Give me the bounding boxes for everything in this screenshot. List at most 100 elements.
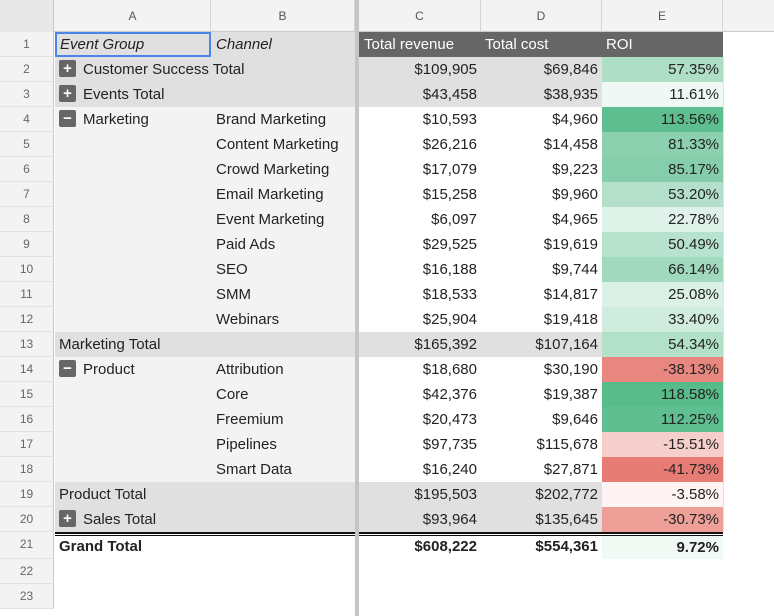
cost-cell[interactable]: $38,935 bbox=[543, 86, 598, 103]
row-number[interactable]: 9 bbox=[0, 232, 54, 257]
channel-cell[interactable]: Content Marketing bbox=[216, 136, 339, 153]
cost-cell[interactable]: $135,645 bbox=[535, 511, 598, 528]
revenue-cell[interactable]: $109,905 bbox=[414, 61, 477, 78]
roi-cell[interactable]: 25.08% bbox=[602, 282, 723, 307]
revenue-cell[interactable]: $26,216 bbox=[422, 136, 477, 153]
event-group-cell[interactable]: Marketing Total bbox=[55, 332, 211, 357]
event-group-cell[interactable] bbox=[55, 407, 211, 432]
event-group-cell[interactable] bbox=[55, 157, 211, 182]
row-number[interactable]: 15 bbox=[0, 382, 54, 407]
row-number[interactable]: 13 bbox=[0, 332, 54, 357]
row-number[interactable]: 4 bbox=[0, 107, 54, 132]
cost-cell[interactable]: $9,646 bbox=[552, 411, 598, 428]
channel-cell[interactable] bbox=[211, 507, 357, 532]
roi-cell[interactable]: 118.58% bbox=[602, 382, 723, 407]
roi-cell[interactable]: 57.35% bbox=[602, 57, 723, 82]
column-header-d[interactable]: D bbox=[481, 0, 602, 32]
roi-cell[interactable]: -3.58% bbox=[602, 482, 723, 507]
cost-cell[interactable]: $30,190 bbox=[543, 361, 598, 378]
revenue-cell[interactable]: $93,964 bbox=[422, 511, 477, 528]
channel-cell[interactable] bbox=[211, 82, 357, 107]
revenue-cell[interactable]: $6,097 bbox=[431, 211, 477, 228]
cost-cell[interactable]: $4,965 bbox=[552, 211, 598, 228]
roi-cell[interactable]: 33.40% bbox=[602, 307, 723, 332]
row-number[interactable]: 1 bbox=[0, 32, 54, 57]
roi-cell[interactable]: -38.13% bbox=[602, 357, 723, 382]
row-number[interactable]: 10 bbox=[0, 257, 54, 282]
event-group-cell[interactable] bbox=[55, 257, 211, 282]
expand-icon[interactable]: + bbox=[59, 60, 76, 78]
header-total-revenue[interactable]: Total revenue bbox=[364, 36, 455, 53]
header-roi[interactable]: ROI bbox=[606, 36, 633, 53]
channel-cell[interactable] bbox=[211, 332, 357, 357]
column-header-a[interactable]: A bbox=[55, 0, 211, 32]
collapse-icon[interactable]: − bbox=[59, 360, 76, 378]
revenue-cell[interactable]: $16,240 bbox=[422, 461, 477, 478]
row-number[interactable]: 16 bbox=[0, 407, 54, 432]
revenue-cell[interactable]: $42,376 bbox=[422, 386, 477, 403]
row-number[interactable]: 18 bbox=[0, 457, 54, 482]
event-group-cell[interactable] bbox=[55, 307, 211, 332]
revenue-cell[interactable]: $97,735 bbox=[422, 436, 477, 453]
roi-cell[interactable]: 112.25% bbox=[602, 407, 723, 432]
event-group-cell[interactable]: − Marketing bbox=[55, 107, 211, 132]
revenue-cell[interactable]: $195,503 bbox=[414, 486, 477, 503]
cost-cell[interactable]: $69,846 bbox=[543, 61, 598, 78]
revenue-cell[interactable]: $29,525 bbox=[422, 236, 477, 253]
roi-cell[interactable]: 54.34% bbox=[602, 332, 723, 357]
channel-cell[interactable]: Email Marketing bbox=[216, 186, 324, 203]
row-number[interactable]: 6 bbox=[0, 157, 54, 182]
row-number[interactable]: 3 bbox=[0, 82, 54, 107]
cost-cell[interactable]: $9,960 bbox=[552, 186, 598, 203]
grand-total-roi[interactable]: 9.72% bbox=[602, 536, 723, 559]
column-header-c[interactable]: C bbox=[359, 0, 481, 32]
cost-cell[interactable]: $14,817 bbox=[543, 286, 598, 303]
channel-cell[interactable]: Freemium bbox=[216, 411, 284, 428]
event-group-cell[interactable] bbox=[55, 182, 211, 207]
cost-cell[interactable]: $115,678 bbox=[536, 436, 598, 453]
channel-cell[interactable]: SMM bbox=[216, 286, 251, 303]
row-number[interactable]: 5 bbox=[0, 132, 54, 157]
revenue-cell[interactable]: $10,593 bbox=[422, 111, 477, 128]
select-all-corner[interactable] bbox=[0, 0, 54, 32]
row-number[interactable]: 11 bbox=[0, 282, 54, 307]
row-number[interactable]: 14 bbox=[0, 357, 54, 382]
roi-cell[interactable]: -41.73% bbox=[602, 457, 723, 482]
frozen-column-divider[interactable] bbox=[355, 0, 359, 616]
row-number[interactable]: 19 bbox=[0, 482, 54, 507]
revenue-cell[interactable]: $25,904 bbox=[422, 311, 477, 328]
collapse-icon[interactable]: − bbox=[59, 110, 76, 128]
revenue-cell[interactable]: $18,533 bbox=[422, 286, 477, 303]
cost-cell[interactable]: $202,772 bbox=[535, 486, 598, 503]
roi-cell[interactable]: 66.14% bbox=[602, 257, 723, 282]
expand-icon[interactable]: + bbox=[59, 85, 76, 103]
channel-cell[interactable]: Pipelines bbox=[216, 436, 277, 453]
revenue-cell[interactable]: $165,392 bbox=[414, 336, 477, 353]
channel-cell[interactable]: Crowd Marketing bbox=[216, 161, 330, 178]
channel-cell[interactable]: Paid Ads bbox=[216, 236, 276, 253]
event-group-cell[interactable] bbox=[55, 282, 211, 307]
roi-cell[interactable]: 11.61% bbox=[602, 82, 723, 107]
event-group-cell[interactable]: + Customer Success Total bbox=[55, 57, 244, 82]
channel-cell[interactable]: Core bbox=[216, 386, 249, 403]
event-group-cell[interactable] bbox=[55, 382, 211, 407]
column-header-e[interactable]: E bbox=[602, 0, 723, 32]
channel-cell[interactable] bbox=[211, 57, 357, 82]
header-event-group[interactable]: Event Group bbox=[55, 32, 211, 57]
cost-cell[interactable]: $9,223 bbox=[552, 161, 598, 178]
row-number[interactable]: 12 bbox=[0, 307, 54, 332]
channel-cell[interactable]: Attribution bbox=[216, 361, 284, 378]
row-number[interactable]: 22 bbox=[0, 559, 54, 584]
row-number[interactable]: 20 bbox=[0, 507, 54, 532]
cost-cell[interactable]: $27,871 bbox=[543, 461, 598, 478]
roi-cell[interactable]: 53.20% bbox=[602, 182, 723, 207]
cost-cell[interactable]: $9,744 bbox=[552, 261, 598, 278]
cost-cell[interactable]: $19,387 bbox=[543, 386, 598, 403]
revenue-cell[interactable]: $18,680 bbox=[422, 361, 477, 378]
row-number[interactable]: 2 bbox=[0, 57, 54, 82]
event-group-cell[interactable] bbox=[55, 432, 211, 457]
roi-cell[interactable]: 81.33% bbox=[602, 132, 723, 157]
channel-cell[interactable] bbox=[211, 482, 357, 507]
channel-cell[interactable]: Smart Data bbox=[216, 461, 292, 478]
cost-cell[interactable]: $4,960 bbox=[552, 111, 598, 128]
